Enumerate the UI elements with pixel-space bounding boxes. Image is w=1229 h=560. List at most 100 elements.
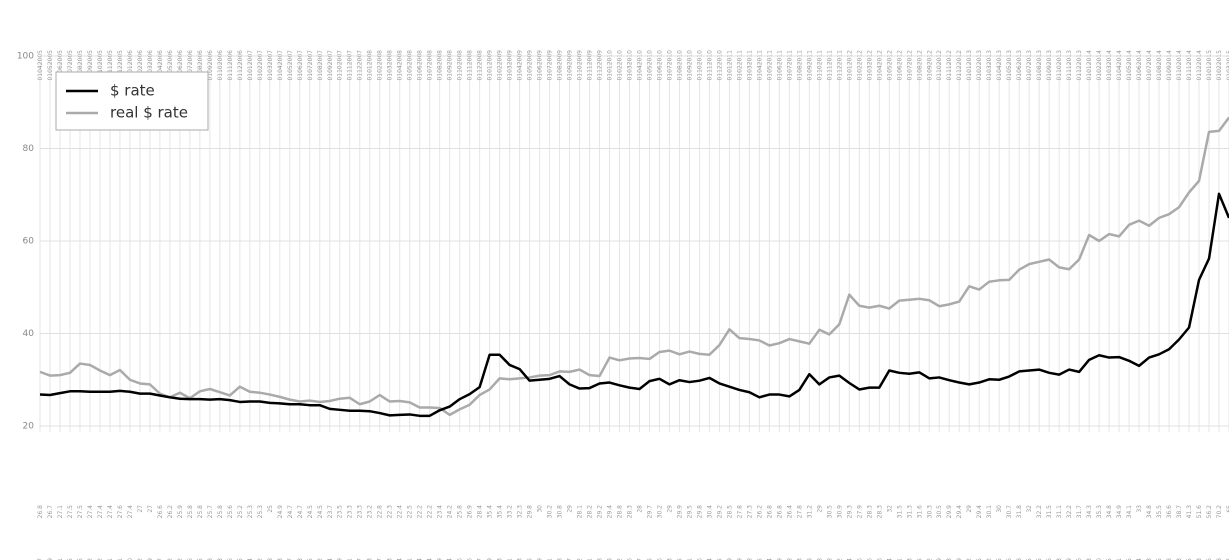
value-label: 27 <box>137 505 144 513</box>
value-label: 60 <box>1096 558 1103 560</box>
x-tick-label: 01122010 <box>716 50 723 81</box>
value-label: 30.8 <box>557 505 564 519</box>
x-tick-label: 01062008 <box>417 50 424 81</box>
value-label: 26.7 <box>377 558 384 560</box>
value-label: 35.5 <box>676 558 683 560</box>
value-label: 27.2 <box>257 558 264 560</box>
x-tick-label: 01022007 <box>257 50 264 81</box>
value-label: 32.2 <box>1066 505 1073 519</box>
value-label: 36.6 <box>1166 505 1173 519</box>
value-label: 33.5 <box>77 558 84 560</box>
value-label: 33 <box>1136 505 1143 513</box>
value-label: 63.5 <box>1126 558 1133 560</box>
value-label: 27.2 <box>177 558 184 560</box>
value-label: 31.7 <box>37 558 44 560</box>
series-line <box>39 116 1229 417</box>
value-label: 31.2 <box>806 505 813 519</box>
x-tick-label: 01102011 <box>816 50 823 81</box>
x-tick-label: 01022013 <box>976 50 983 81</box>
x-tick-label: 01042012 <box>876 50 883 81</box>
value-label: 61.3 <box>1086 558 1093 560</box>
value-label: 34.2 <box>617 558 624 560</box>
value-label: 25.7 <box>207 505 214 519</box>
value-label: 86.7 <box>1226 558 1229 560</box>
x-tick-label: 01012009 <box>487 50 494 81</box>
value-label: 24.7 <box>357 558 364 560</box>
x-tick-label: 01102006 <box>217 50 224 81</box>
x-tick-label: 01082006 <box>197 50 204 81</box>
value-label: 26.4 <box>786 505 793 519</box>
value-label: 40.8 <box>816 558 823 560</box>
series-line <box>39 192 1229 418</box>
value-label: 31 <box>547 558 554 560</box>
value-label: 31.6 <box>916 505 923 519</box>
value-label: 29.5 <box>686 505 693 519</box>
value-label: 67.3 <box>1176 558 1183 560</box>
value-label: 26.8 <box>37 505 44 519</box>
y-tick-label: 80 <box>23 144 35 154</box>
x-tick-label: 01092005 <box>87 50 94 81</box>
value-label: 30.2 <box>656 505 663 519</box>
x-tick-label: 01122011 <box>836 50 843 81</box>
value-label: 64.4 <box>1136 558 1143 560</box>
x-tick-label: 01082009 <box>557 50 564 81</box>
value-label: 28.5 <box>726 505 733 519</box>
value-label: 29.2 <box>137 558 144 560</box>
value-label: 34.3 <box>1086 505 1093 519</box>
value-label: 26.6 <box>227 558 234 560</box>
x-tick-label: 01072006 <box>187 50 194 81</box>
x-tick-label: 01022012 <box>856 50 863 81</box>
x-tick-label: 01062007 <box>297 50 304 81</box>
value-label: 31.1 <box>1056 505 1063 519</box>
value-label: 38.5 <box>756 558 763 560</box>
x-tick-label: 01032006 <box>147 50 154 81</box>
value-label: 26.2 <box>756 505 763 519</box>
value-label: 27.4 <box>107 505 114 519</box>
x-tick-label: 01072007 <box>307 50 314 81</box>
value-label: 36.3 <box>666 558 673 560</box>
value-label: 31 <box>57 558 64 560</box>
value-label: 47.1 <box>896 558 903 560</box>
x-tick-label: 01022009 <box>497 50 504 81</box>
x-tick-label: 01032007 <box>267 50 274 81</box>
x-tick-label: 01112006 <box>227 50 234 81</box>
x-tick-label: 01022008 <box>377 50 384 81</box>
value-label: 22.8 <box>377 505 384 519</box>
value-label: 33.2 <box>87 558 94 560</box>
value-label: 61 <box>1116 558 1123 560</box>
value-label: 26.7 <box>477 558 484 560</box>
value-label: 23.5 <box>337 505 344 519</box>
x-tick-label: 01012010 <box>607 50 614 81</box>
value-label: 48.4 <box>846 558 853 560</box>
value-label: 22.3 <box>387 505 394 519</box>
value-label: 27.4 <box>87 505 94 519</box>
x-tick-label: 01092012 <box>926 50 933 81</box>
value-label: 28.3 <box>876 505 883 519</box>
value-label: 35.6 <box>696 558 703 560</box>
value-label: 22.4 <box>397 505 404 519</box>
x-tick-label: 01042013 <box>996 50 1003 81</box>
value-label: 27.3 <box>217 558 224 560</box>
x-tick-label: 01072010 <box>666 50 673 81</box>
value-label: 65 <box>1156 558 1163 560</box>
value-label: 25.1 <box>407 558 414 560</box>
value-label: 22.2 <box>417 505 424 519</box>
value-label: 24.6 <box>467 558 474 560</box>
value-label: 31.5 <box>1046 505 1053 519</box>
value-label: 25.2 <box>317 558 324 560</box>
x-tick-label: 01062006 <box>177 50 184 81</box>
x-tick-label: 01112013 <box>1066 50 1073 81</box>
value-label: 25.8 <box>187 505 194 519</box>
value-label: 29.8 <box>527 505 534 519</box>
value-label: 25.8 <box>217 505 224 519</box>
value-label: 37.9 <box>776 558 783 560</box>
value-label: 27.4 <box>127 505 134 519</box>
value-label: 31.7 <box>1076 505 1083 519</box>
x-tick-label: 01072013 <box>1026 50 1033 81</box>
value-label: 53.9 <box>1066 558 1073 560</box>
x-tick-label: 01092008 <box>447 50 454 81</box>
value-label: 73 <box>1196 558 1203 560</box>
x-tick-label: 01032011 <box>746 50 753 81</box>
x-tick-label: 01102007 <box>337 50 344 81</box>
